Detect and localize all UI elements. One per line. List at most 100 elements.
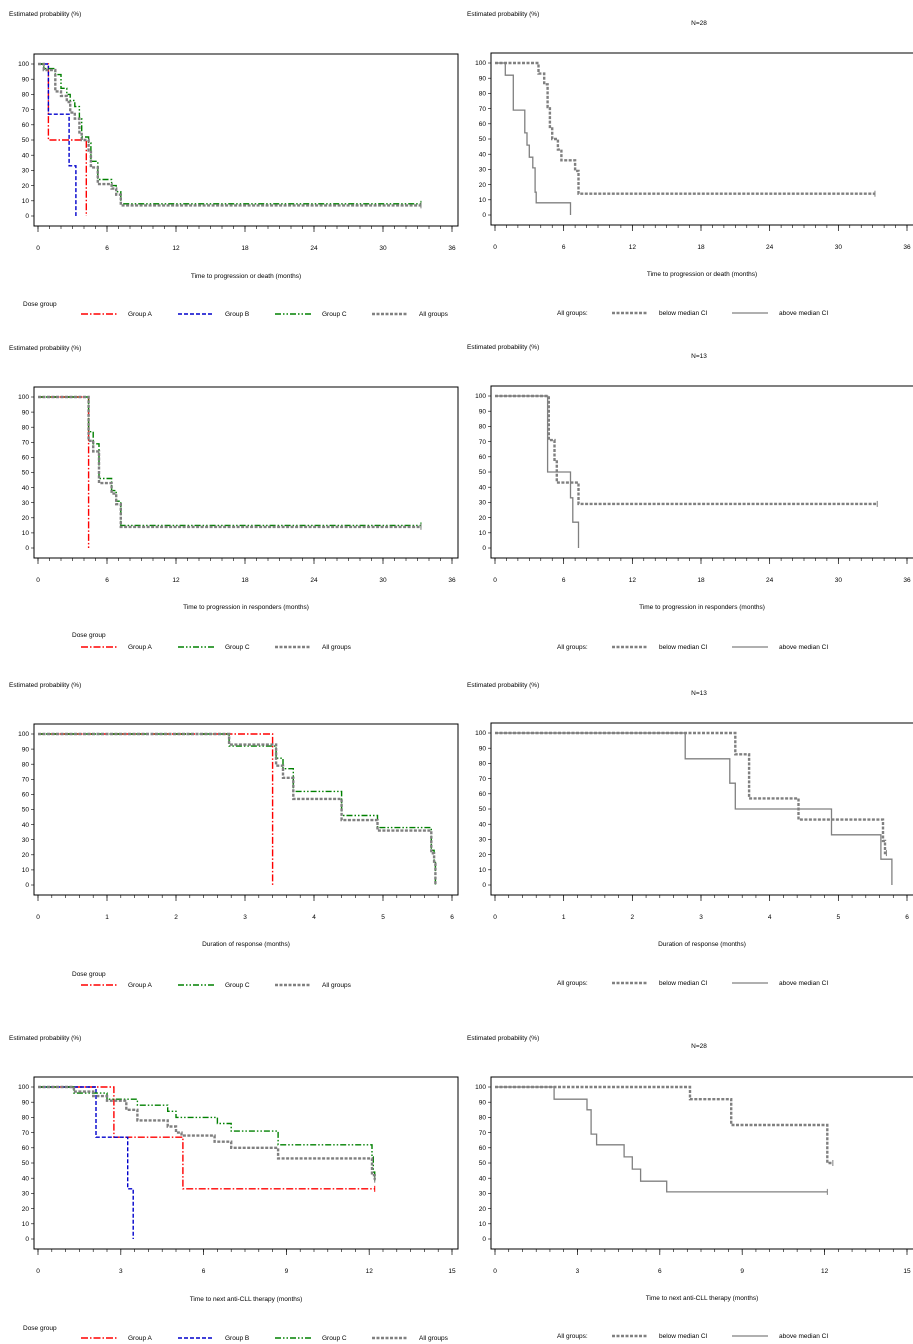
- y-tick-label: 10: [479, 867, 487, 874]
- y-tick-label: 70: [479, 776, 487, 783]
- km-panel-5: [31, 723, 459, 987]
- km-panel-2: [488, 52, 913, 315]
- x-tick-label: 30: [379, 245, 387, 252]
- x-tick-label: 18: [697, 244, 705, 251]
- y-tick-label: 20: [22, 183, 30, 190]
- y-tick-label: 70: [22, 777, 30, 784]
- x-tick-label: 36: [448, 577, 456, 584]
- y-tick-label: 10: [22, 1221, 30, 1228]
- y-tick-label: 50: [22, 807, 30, 814]
- y-tick-label: 0: [482, 882, 486, 889]
- x-tick-label: 18: [241, 577, 249, 584]
- x-axis-label: Time to progression in responders (month…: [639, 604, 765, 611]
- y-tick-label: 50: [479, 1160, 487, 1167]
- x-tick-label: 6: [562, 244, 566, 251]
- y-tick-label: 30: [479, 167, 487, 174]
- x-tick-label: 0: [493, 914, 497, 921]
- series-line-all: [38, 395, 421, 529]
- plot-frame: [33, 386, 459, 559]
- x-tick-label: 3: [699, 914, 703, 921]
- y-tick-label: 20: [479, 515, 487, 522]
- y-tick-label: 100: [18, 731, 29, 738]
- km-panel-8: [488, 1076, 913, 1338]
- y-tick-label: 40: [479, 484, 487, 491]
- y-tick-label: 90: [479, 745, 487, 752]
- x-tick-label: 6: [450, 914, 454, 921]
- y-axis-label: Estimated probability (%): [9, 345, 81, 352]
- x-tick-label: 0: [36, 914, 40, 921]
- chart-subtitle: N=28: [691, 20, 707, 27]
- chart-subtitle: N=28: [691, 1043, 707, 1050]
- y-axis-label: Estimated probability (%): [467, 1035, 539, 1042]
- legend-label: All groups: [419, 311, 449, 318]
- y-tick-label: 50: [479, 136, 487, 143]
- x-tick-label: 36: [448, 245, 456, 252]
- legend-label: Group C: [322, 1335, 347, 1342]
- x-tick-label: 30: [379, 577, 387, 584]
- legend-title: All groups:: [557, 980, 588, 987]
- series-line-above: [495, 62, 572, 215]
- x-tick-label: 0: [493, 1268, 497, 1275]
- x-tick-label: 9: [285, 1268, 289, 1275]
- y-tick-label: 40: [479, 151, 487, 158]
- y-tick-label: 20: [22, 852, 30, 859]
- y-tick-label: 80: [22, 92, 30, 99]
- y-tick-label: 20: [479, 182, 487, 189]
- x-tick-label: 9: [740, 1268, 744, 1275]
- y-axis-label: Estimated probability (%): [9, 682, 81, 689]
- x-axis-label: Time to progression in responders (month…: [183, 604, 309, 611]
- x-tick-label: 24: [766, 577, 774, 584]
- series-line-group-a: [38, 396, 90, 548]
- y-tick-label: 100: [475, 393, 486, 400]
- y-tick-label: 60: [479, 1145, 487, 1152]
- x-tick-label: 24: [310, 577, 318, 584]
- x-tick-label: 24: [310, 245, 318, 252]
- series-line-above: [495, 1086, 828, 1193]
- legend-title: Dose group: [23, 301, 57, 308]
- legend-title: Dose group: [72, 971, 106, 978]
- x-tick-label: 12: [629, 244, 637, 251]
- series-line-all: [495, 731, 887, 855]
- y-tick-label: 40: [22, 485, 30, 492]
- x-axis-label: Time to progression or death (months): [191, 273, 301, 280]
- x-tick-label: 0: [36, 245, 40, 252]
- legend-title: Dose group: [23, 1325, 57, 1332]
- y-tick-label: 40: [22, 1175, 30, 1182]
- y-tick-label: 60: [22, 792, 30, 799]
- y-tick-label: 90: [479, 1099, 487, 1106]
- legend-label: Group A: [128, 1335, 153, 1342]
- x-tick-label: 1: [562, 914, 566, 921]
- x-tick-label: 0: [493, 577, 497, 584]
- y-tick-label: 40: [479, 1175, 487, 1182]
- y-tick-label: 0: [482, 1236, 486, 1243]
- series-line-group-c: [38, 1086, 376, 1179]
- series-line-all: [38, 732, 437, 885]
- x-axis-label: Duration of response (months): [202, 941, 290, 948]
- series-line-all: [38, 62, 421, 207]
- y-tick-label: 50: [479, 469, 487, 476]
- chart-subtitle: N=13: [691, 690, 707, 697]
- y-tick-label: 10: [479, 1221, 487, 1228]
- legend-label: above median CI: [779, 310, 828, 317]
- series-line-group-c: [38, 396, 421, 527]
- y-tick-label: 10: [22, 198, 30, 205]
- y-tick-label: 30: [22, 837, 30, 844]
- legend-label: Group A: [128, 644, 153, 651]
- x-tick-label: 36: [903, 244, 911, 251]
- x-tick-label: 12: [366, 1268, 374, 1275]
- x-tick-label: 6: [105, 245, 109, 252]
- legend-label: Group A: [128, 311, 153, 318]
- x-tick-label: 30: [835, 577, 843, 584]
- series-line-all: [495, 394, 878, 506]
- legend-label: below median CI: [659, 310, 708, 317]
- y-tick-label: 10: [22, 867, 30, 874]
- plot-frame: [490, 1076, 913, 1250]
- y-tick-label: 50: [22, 137, 30, 144]
- y-tick-label: 90: [22, 76, 30, 83]
- y-tick-label: 80: [479, 761, 487, 768]
- y-tick-label: 30: [22, 168, 30, 175]
- x-tick-label: 3: [576, 1268, 580, 1275]
- y-tick-label: 100: [475, 730, 486, 737]
- y-tick-label: 30: [479, 1191, 487, 1198]
